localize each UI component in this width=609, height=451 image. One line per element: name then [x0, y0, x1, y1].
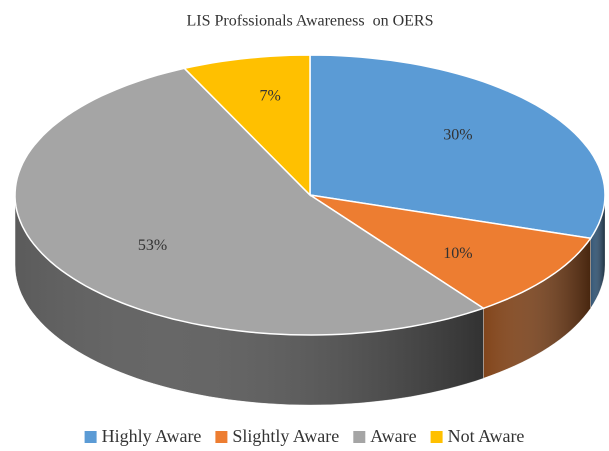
- pie-slice: [309, 194, 592, 310]
- data-label: 53%: [138, 237, 167, 254]
- pie-slice: [309, 54, 606, 240]
- legend-swatch: [353, 431, 366, 443]
- pie-slice-side-shade: [15, 195, 484, 405]
- legend-swatch: [84, 431, 97, 443]
- pie-slice-side-shade: [590, 195, 605, 309]
- legend-label: Slightly Aware: [232, 426, 339, 446]
- legend-label: Aware: [370, 426, 416, 446]
- pie-slice-side-shade: [483, 238, 591, 379]
- data-label: 30%: [443, 126, 472, 143]
- legend-item: Not Aware: [430, 426, 525, 446]
- legend-swatch: [215, 431, 228, 443]
- pie-slice: [14, 67, 486, 336]
- legend-item: Highly Aware: [84, 426, 202, 446]
- legend-item: Aware: [353, 426, 417, 446]
- data-label: 7%: [259, 87, 280, 104]
- pie-slice: [182, 54, 311, 197]
- legend-swatch: [430, 431, 443, 443]
- legend-label: Not Aware: [448, 426, 525, 446]
- pie-sides: [14, 194, 606, 406]
- chart-title: LIS Profssionals Awareness on OERS: [187, 13, 434, 30]
- legend-item: Slightly Aware: [215, 426, 339, 446]
- data-label: 10%: [443, 245, 472, 262]
- legend-label: Highly Aware: [102, 426, 202, 446]
